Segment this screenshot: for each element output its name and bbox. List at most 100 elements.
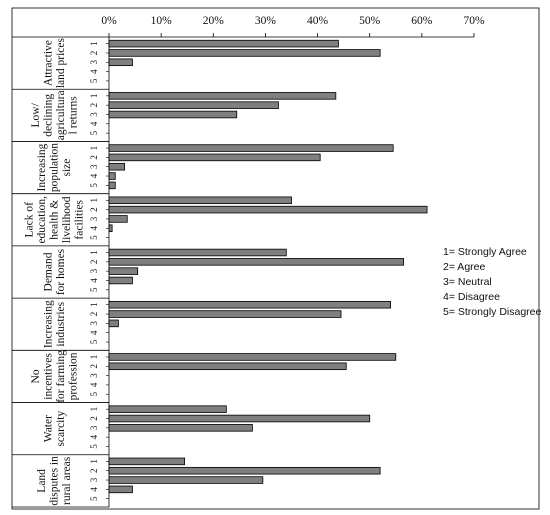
legend-item: 2= Agree: [443, 261, 486, 273]
bar: [108, 181, 116, 190]
rank-label: 3: [89, 321, 99, 326]
legend: 1= Strongly Agree 2= Agree 3= Neutral 4=…: [443, 245, 541, 320]
group-label: Landdisputes inrural areas: [36, 456, 73, 506]
group-label-line: l returns: [67, 96, 79, 135]
rank-label: 1: [89, 198, 99, 203]
rank-label: 1: [89, 146, 99, 151]
legend-item: 5= Strongly Disagree: [443, 306, 542, 318]
bar: [108, 215, 128, 223]
bar: [108, 49, 381, 57]
rank-label: 2: [89, 103, 99, 108]
rank-label: 2: [89, 207, 99, 212]
rank-label: 1: [89, 94, 99, 99]
group-label-line: Land: [36, 469, 48, 493]
rank-label: 4: [89, 226, 99, 231]
group-label-line: agricultura: [55, 90, 67, 140]
group-label: Low/decliningagricultural returns: [30, 90, 80, 140]
bar: [108, 224, 113, 233]
bar: [108, 362, 347, 371]
rank-label: 1: [89, 355, 99, 360]
rank-label: 1: [89, 41, 99, 46]
rank-label: 5: [89, 235, 99, 240]
bar: [108, 424, 253, 432]
rank-label: 2: [89, 51, 99, 56]
group-label-line: Lack of: [24, 202, 36, 238]
rank-label: 5: [89, 496, 99, 501]
bar: [108, 162, 126, 171]
group-label-line: Demand: [42, 252, 54, 291]
rank-label: 1: [89, 250, 99, 255]
group-label: Waterscarcity: [42, 411, 67, 447]
group-label-line: declining: [42, 94, 54, 137]
group-label-line: for homes: [55, 248, 67, 295]
rank-label: 5: [89, 392, 99, 397]
bar: [108, 405, 227, 413]
rank-label: 4: [89, 330, 99, 335]
x-tick-label: 30%: [255, 15, 277, 27]
group-label-line: population: [49, 143, 61, 192]
bar: [108, 310, 342, 318]
rank-label: 5: [89, 183, 99, 188]
bar: [108, 248, 287, 257]
group-label: Increasingindustries: [42, 300, 67, 348]
group-label-line: profession: [67, 352, 79, 400]
rank-label: 1: [89, 407, 99, 412]
bar: [108, 144, 394, 152]
rank-label: 4: [89, 69, 99, 74]
bar: [108, 476, 264, 484]
group-label: Attractiveland prices: [42, 38, 67, 89]
rank-label: 3: [89, 112, 99, 117]
bar: [108, 153, 321, 162]
x-tick-label: 40%: [307, 15, 329, 27]
rank-label: 2: [89, 364, 99, 369]
group-label-line: facilities: [74, 199, 86, 239]
bar: [108, 276, 133, 285]
rank-label: 5: [89, 78, 99, 83]
bar: [108, 466, 381, 475]
group-label-line: Water: [42, 415, 54, 442]
rank-label: 4: [89, 278, 99, 283]
legend-item: 3= Neutral: [443, 276, 492, 288]
rank-label: 3: [89, 164, 99, 169]
rank-label: 4: [89, 487, 99, 492]
x-tick-label: 50%: [359, 15, 381, 27]
rank-label: 5: [89, 287, 99, 292]
chart-frame: [11, 7, 540, 510]
group-label-line: incentives: [42, 353, 54, 400]
group-label-line: Attractive: [42, 40, 54, 86]
rank-label: 2: [89, 260, 99, 265]
rank-label: 3: [89, 268, 99, 273]
rank-label: 2: [89, 155, 99, 160]
group-label: Increasingpopulationsize: [36, 143, 73, 192]
bar: [108, 485, 133, 494]
x-tick-label: 70%: [463, 15, 485, 27]
group-label-line: rural areas: [61, 456, 73, 505]
rank-label: 3: [89, 216, 99, 221]
x-tick-label: 60%: [411, 15, 433, 27]
group-label-line: education,: [36, 196, 48, 244]
group-label: Lack ofeducation,health &livelihoodfacil…: [24, 196, 86, 244]
group-label-line: Increasing: [42, 300, 54, 348]
group-label-line: size: [61, 159, 73, 177]
rank-label: 5: [89, 339, 99, 344]
x-tick-label: 10%: [151, 15, 173, 27]
bar: [108, 110, 238, 119]
bar: [108, 196, 292, 205]
bar: [108, 353, 397, 361]
bar: [108, 319, 119, 328]
rank-label: 3: [89, 425, 99, 430]
bar: [108, 457, 186, 466]
rank-label: 2: [89, 416, 99, 421]
rank-label: 2: [89, 312, 99, 317]
bar: [108, 101, 279, 109]
group-label-line: industries: [55, 301, 67, 346]
group-label-line: land prices: [55, 38, 67, 89]
group-label-line: disputes in: [49, 456, 61, 506]
rank-label: 3: [89, 60, 99, 65]
group-label-line: livelihood: [61, 196, 73, 243]
legend-item: 4= Disagree: [443, 291, 500, 303]
rank-label: 2: [89, 468, 99, 473]
group-label-line: Low/: [30, 102, 42, 127]
rank-label: 4: [89, 173, 99, 178]
